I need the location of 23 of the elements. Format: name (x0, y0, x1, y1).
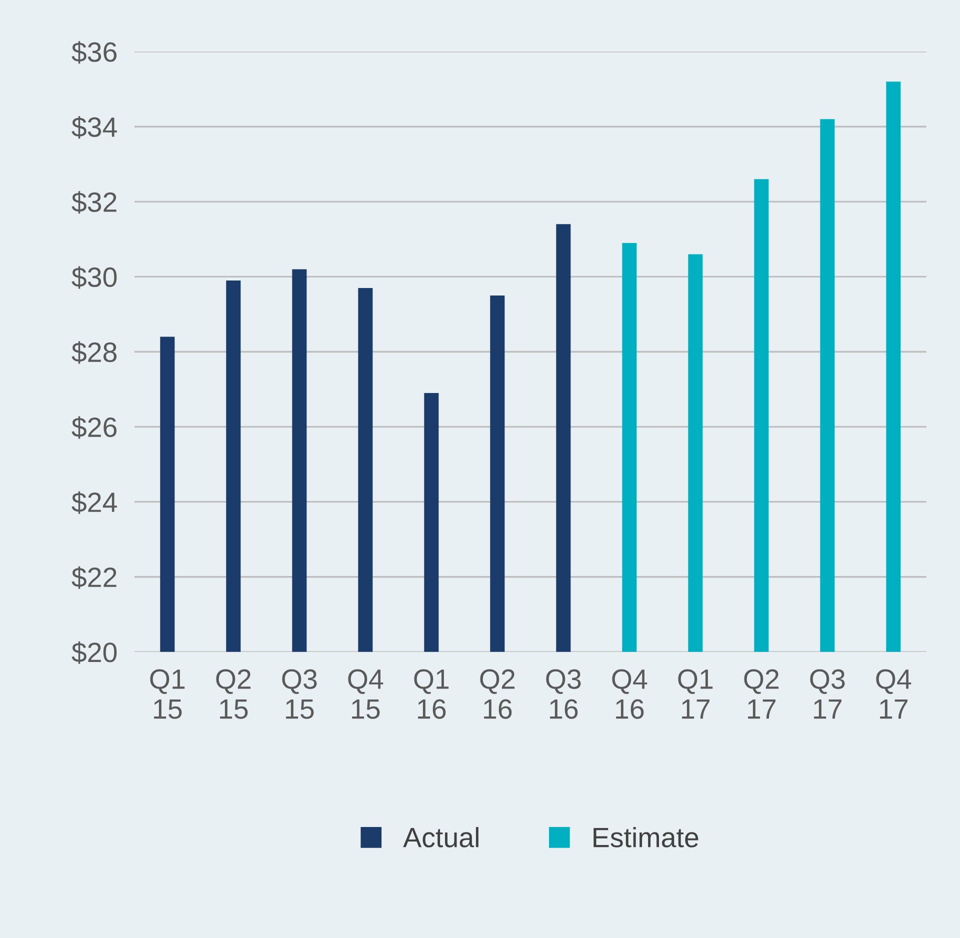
x-tick-label: Q4 16 (612, 669, 648, 719)
y-tick-label: $20 (72, 641, 117, 664)
y-tick-label: $34 (72, 116, 117, 139)
y-tick-label: $32 (72, 191, 116, 214)
x-tick-label: Q1 16 (414, 669, 449, 719)
x-tick-label: Q3 16 (546, 669, 581, 719)
y-tick-label: $26 (72, 416, 117, 439)
y-tick-label: $24 (72, 491, 117, 514)
x-tick-label: Q1 15 (150, 669, 185, 719)
x-tick-label: Q3 17 (810, 669, 845, 719)
y-tick-label: $36 (72, 41, 117, 64)
x-tick-label: Q4 15 (348, 669, 384, 719)
legend-label: Estimate (594, 826, 698, 848)
y-tick-label: $28 (72, 341, 117, 364)
y-tick-label: $22 (72, 566, 116, 589)
x-tick-label: Q2 15 (216, 669, 251, 719)
legend-label: Actual (403, 826, 478, 848)
y-tick-label: $30 (72, 266, 117, 289)
x-tick-label: Q4 17 (876, 669, 912, 719)
x-tick-label: Q2 16 (480, 669, 515, 719)
x-tick-label: Q2 17 (744, 669, 779, 719)
x-tick-label: Q3 15 (282, 669, 317, 719)
x-tick-label: Q1 17 (678, 669, 713, 719)
